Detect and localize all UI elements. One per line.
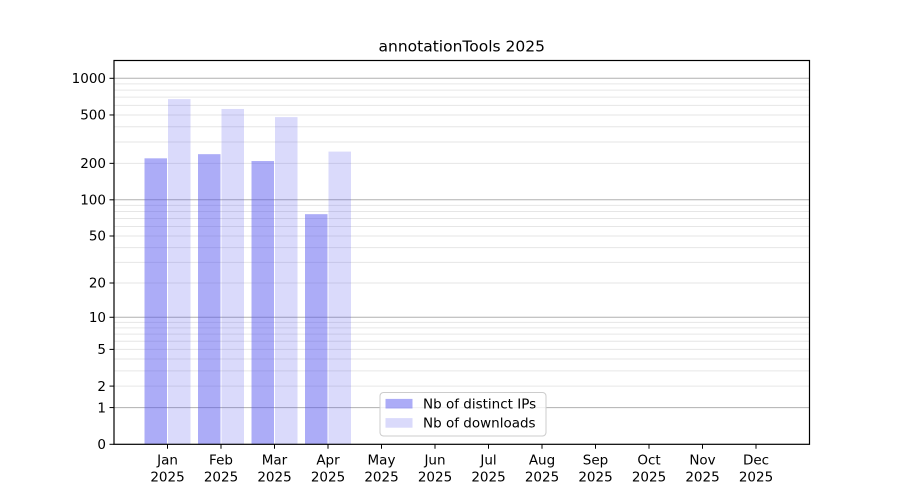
series-downloads: [168, 99, 351, 445]
y-tick-label-1000: 1000: [72, 71, 106, 87]
x-tick-label-apr: Apr 2025: [311, 453, 345, 486]
bar-downloads-jan: [168, 99, 191, 445]
bar-distinct-ips-mar: [251, 161, 274, 445]
x-tick-label-jun: Jun 2025: [418, 453, 452, 486]
x-tick-label-feb: Feb 2025: [204, 453, 238, 486]
bar-downloads-feb: [221, 108, 244, 445]
x-axis: Jan 2025 Feb 2025 Mar 2025 Apr 2025 May 2025 Jun 20…: [150, 444, 773, 486]
legend-box: [379, 392, 547, 437]
series-distinct-ips: [144, 154, 328, 445]
x-tick-label-nov: Nov 2025: [685, 453, 719, 486]
y-tick-label-2: 2: [97, 379, 106, 395]
x-tick-label-jan: Jan 2025: [150, 453, 184, 486]
y-tick-label-0: 0: [97, 437, 106, 453]
chart-title: annotationTools 2025: [379, 38, 545, 56]
y-tick-label-5: 5: [97, 342, 106, 358]
x-tick-label-may: May 2025: [364, 453, 398, 486]
x-tick-label-sep: Sep 2025: [578, 453, 612, 486]
bar-distinct-ips-jan: [144, 158, 167, 445]
y-tick-label-500: 500: [80, 108, 106, 124]
y-axis: 0 1 2 5 10 20 50 100 200 500 1000: [72, 71, 114, 453]
y-tick-label-10: 10: [89, 310, 106, 326]
x-tick-label-dec: Dec 2025: [739, 453, 773, 486]
legend: Nb of distinct IPs Nb of downloads: [379, 392, 547, 437]
y-tick-label-50: 50: [89, 229, 106, 245]
y-tick-label-1: 1: [97, 400, 106, 416]
legend-swatch-downloads: [385, 418, 413, 428]
y-tick-label-100: 100: [80, 193, 106, 209]
x-tick-label-mar: Mar 2025: [257, 453, 291, 486]
y-tick-label-20: 20: [89, 276, 106, 292]
bar-distinct-ips-apr: [305, 214, 328, 445]
bar-downloads-apr: [328, 151, 351, 445]
y-tick-label-200: 200: [80, 156, 106, 172]
legend-swatch-distinct-ips: [385, 398, 413, 409]
bar-distinct-ips-feb: [198, 154, 221, 445]
x-tick-label-aug: Aug 2025: [525, 453, 559, 486]
bar-downloads-mar: [275, 117, 298, 445]
x-tick-label-jul: Jul 2025: [471, 453, 505, 486]
x-tick-label-oct: Oct 2025: [632, 453, 666, 486]
legend-label-distinct-ips: Nb of distinct IPs: [423, 396, 536, 412]
legend-label-downloads: Nb of downloads: [423, 416, 536, 432]
plot-border: [113, 59, 811, 445]
minor-gridlines: [114, 83, 810, 387]
